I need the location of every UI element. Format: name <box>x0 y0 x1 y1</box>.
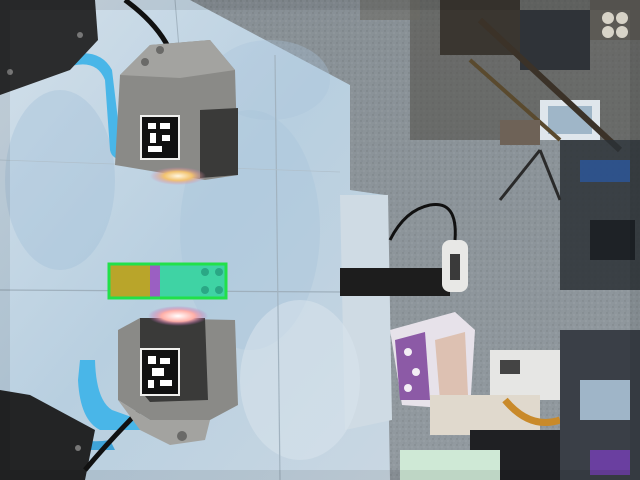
foreground-equipment <box>400 330 640 480</box>
table-surface <box>0 0 392 480</box>
cable-sensor-clip <box>340 202 468 296</box>
apriltag-top <box>142 117 178 158</box>
detection-box <box>107 262 228 300</box>
apriltag-bottom <box>142 350 178 394</box>
gripper-finger-top <box>115 40 238 185</box>
toy-brick <box>110 265 225 297</box>
gripper-finger-bottom <box>118 306 238 445</box>
lab-equipment-background <box>360 0 640 290</box>
purple-white-box <box>390 312 475 410</box>
